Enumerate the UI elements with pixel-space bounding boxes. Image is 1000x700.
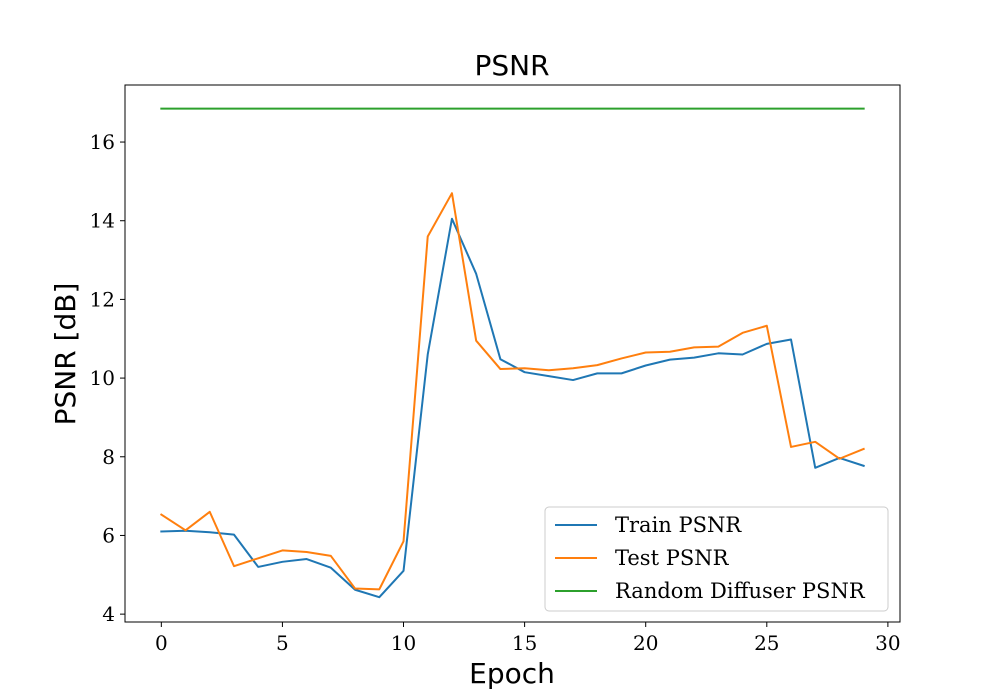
y-tick-label: 14 xyxy=(90,209,115,233)
x-tick-label: 0 xyxy=(155,631,168,655)
plot-area: 0 5 10 15 20 25 30 4 6 8 10 12 14 16 xyxy=(90,84,901,655)
y-tick-label: 10 xyxy=(90,366,115,390)
x-axis-ticks: 0 5 10 15 20 25 30 xyxy=(155,622,901,655)
y-tick-label: 8 xyxy=(102,445,115,469)
legend-label-2: Test PSNR xyxy=(615,546,730,570)
x-axis-label: Epoch xyxy=(469,657,555,690)
series-layer xyxy=(159,107,865,599)
x-tick-label: 10 xyxy=(391,631,416,655)
x-tick-label: 5 xyxy=(276,631,289,655)
y-tick-label: 6 xyxy=(102,523,115,547)
series-line-1 xyxy=(160,217,865,599)
series-line-2 xyxy=(159,192,865,591)
x-tick-label: 30 xyxy=(875,631,900,655)
legend-box xyxy=(544,506,889,612)
legend-label-1: Train PSNR xyxy=(615,513,742,537)
legend-label-3: Random Diffuser PSNR xyxy=(615,579,866,603)
y-axis-label: PSNR [dB] xyxy=(49,283,82,426)
y-tick-label: 16 xyxy=(90,130,115,154)
y-axis-ticks: 4 6 8 10 12 14 16 xyxy=(90,130,125,626)
x-tick-label: 15 xyxy=(512,631,537,655)
y-tick-label: 12 xyxy=(90,287,115,311)
legend: Train PSNR Test PSNR Random Diffuser PSNR xyxy=(544,506,889,612)
chart-title: PSNR xyxy=(474,49,549,82)
x-tick-label: 25 xyxy=(754,631,779,655)
y-tick-label: 4 xyxy=(102,602,115,626)
x-tick-label: 20 xyxy=(633,631,658,655)
plot-frame xyxy=(124,84,901,623)
